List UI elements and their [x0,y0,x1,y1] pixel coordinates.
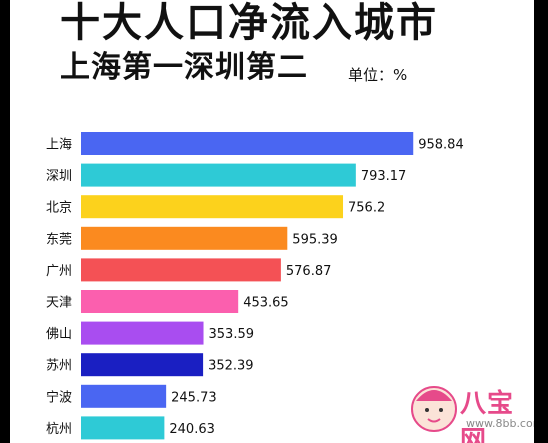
category-label: 宁波 [46,389,72,405]
value-label: 240.63 [169,422,215,437]
watermark-url: www.8bb.com [466,417,534,430]
value-label: 576.87 [286,264,332,279]
watermark: 八宝网 www.8bb.com [408,377,534,443]
bar [81,163,356,187]
category-label: 杭州 [46,422,72,437]
bar [81,290,239,313]
category-label: 北京 [46,201,72,216]
category-label: 广州 [46,264,72,279]
unit-label: 单位：% [348,66,408,84]
value-label: 793.17 [361,169,407,184]
category-label: 佛山 [46,327,72,342]
value-label: 958.84 [418,138,464,153]
baby-face-icon [411,386,457,432]
value-label: 595.39 [292,232,338,247]
value-label: 352.39 [208,359,254,374]
bar [81,321,204,345]
chart-title: 十大人口净流入城市 [60,0,438,46]
bar [81,384,167,408]
category-label: 东莞 [46,232,72,247]
value-label: 453.65 [243,296,289,311]
category-label: 苏州 [46,358,72,374]
category-label: 上海 [46,138,72,153]
bar [81,132,414,155]
chart-panel: 十大人口净流入城市 上海第一深圳第二 单位：% 上海 958.84 深圳 793.17… [10,0,534,443]
watermark-brand: 八宝网 [460,389,515,443]
bar [81,195,344,219]
value-label: 756.2 [348,201,385,216]
category-label: 深圳 [46,169,72,184]
bar [81,416,165,440]
category-label: 天津 [46,296,72,311]
bar [81,353,204,377]
value-label: 245.73 [171,390,217,405]
bar [81,258,281,282]
chart-subtitle: 上海第一深圳第二 [60,50,308,85]
bar [81,226,288,250]
bar-chart: 上海 958.84 深圳 793.17 北京 756.2 东莞 595.39 广州 576.87 天… [46,132,464,440]
value-label: 353.59 [209,327,255,342]
